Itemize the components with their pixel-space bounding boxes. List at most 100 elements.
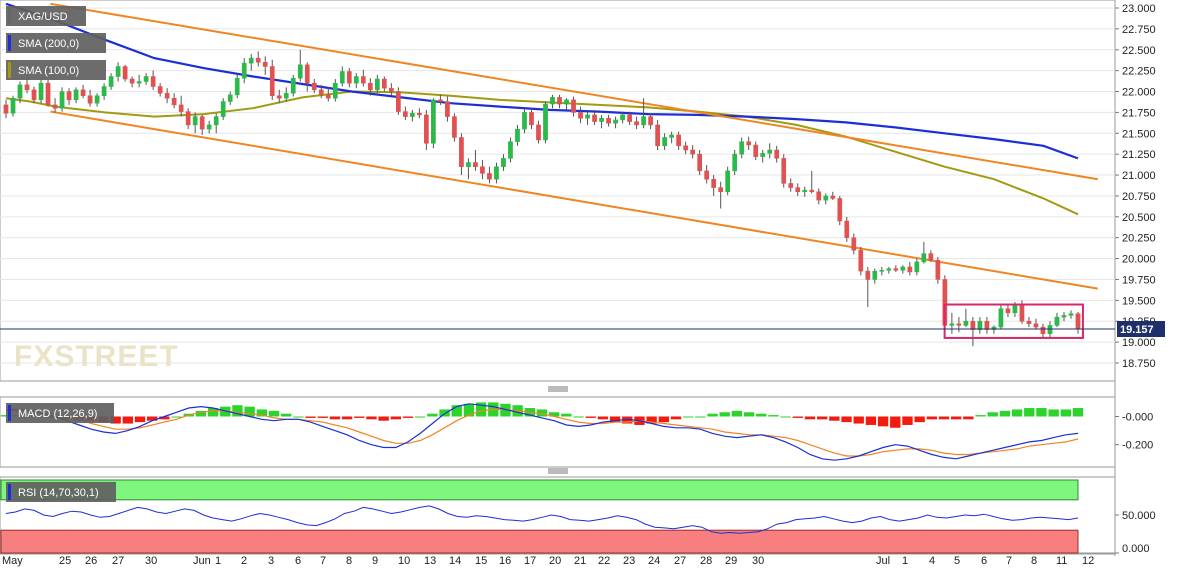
candle xyxy=(599,114,604,129)
legend-sma100-background xyxy=(6,60,106,80)
candle-body xyxy=(52,104,58,109)
macd-histogram-bar xyxy=(110,416,121,424)
date-tick-label: 26 xyxy=(85,555,97,567)
macd-histogram-bar xyxy=(756,413,767,417)
candle xyxy=(627,111,632,125)
macd-histogram-bar xyxy=(938,416,950,420)
candle xyxy=(795,183,801,196)
candle xyxy=(339,66,345,87)
candle xyxy=(192,112,198,134)
macd-histogram-bar xyxy=(646,416,657,424)
candle-body xyxy=(676,134,681,147)
candle-body xyxy=(45,82,51,106)
candle-body xyxy=(396,91,401,112)
candle-body xyxy=(1040,326,1046,335)
candle xyxy=(830,191,836,201)
candle xyxy=(424,109,429,150)
date-tick-label: 27 xyxy=(674,555,686,567)
macd-histogram-bar xyxy=(743,412,755,417)
watermark: FXSTREET xyxy=(14,340,178,373)
candle xyxy=(669,131,674,144)
macd-tick-label: -0.200 xyxy=(1122,440,1153,452)
candle xyxy=(578,106,583,124)
price-tick-label: 18.750 xyxy=(1122,358,1156,370)
candle-body xyxy=(515,128,520,142)
candle xyxy=(143,73,149,85)
candle xyxy=(396,87,401,115)
candle-body xyxy=(949,323,955,326)
macd-tick-label: -0.000 xyxy=(1122,412,1153,424)
candle xyxy=(431,98,436,149)
candle xyxy=(59,87,65,112)
candle xyxy=(704,165,710,184)
candle xyxy=(963,308,969,328)
macd-histogram-bar xyxy=(293,416,304,418)
candle xyxy=(410,109,415,122)
legend-rsi-background xyxy=(6,482,116,502)
candle-body xyxy=(1047,325,1053,335)
highlight-box xyxy=(943,303,1084,339)
candle xyxy=(178,95,184,117)
candle xyxy=(536,120,541,144)
macd-histogram-bar xyxy=(731,410,743,417)
macd-histogram-bar xyxy=(147,416,158,421)
candle-body xyxy=(403,111,408,117)
macd-histogram-bar xyxy=(402,416,414,418)
macd-histogram-bar xyxy=(134,416,146,423)
date-tick-label: 21 xyxy=(574,555,586,567)
macd-histogram-bar xyxy=(427,413,438,417)
candle-body xyxy=(164,92,170,99)
candle xyxy=(718,181,724,209)
candle xyxy=(367,78,373,96)
candle-body xyxy=(38,82,44,101)
candle-body xyxy=(921,253,927,263)
candle xyxy=(227,91,233,105)
price-panel xyxy=(0,2,1115,347)
channel-line xyxy=(50,2,1098,181)
macd-histogram-bar xyxy=(244,406,255,417)
candle xyxy=(914,258,920,276)
candle-body xyxy=(94,95,100,104)
macd-histogram-bar xyxy=(1060,409,1071,417)
candle xyxy=(760,150,766,163)
candle-body xyxy=(1075,313,1081,330)
price-tick-label: 21.000 xyxy=(1122,170,1156,182)
date-tick-label: 7 xyxy=(1006,555,1012,567)
candle xyxy=(1068,310,1074,319)
candle-body xyxy=(360,76,366,84)
date-tick-label: 6 xyxy=(295,555,301,567)
candle xyxy=(38,79,44,104)
candle-body xyxy=(732,153,738,172)
candle-body xyxy=(648,116,653,126)
candle-body xyxy=(550,97,555,105)
candle xyxy=(10,95,16,117)
candle-body xyxy=(963,320,969,326)
candle-body xyxy=(879,270,885,272)
price-tick-label: 20.000 xyxy=(1122,254,1156,266)
candle-body xyxy=(970,320,976,330)
candle xyxy=(122,64,128,82)
macd-histogram-bar xyxy=(670,416,682,420)
price-tick-label: 22.500 xyxy=(1122,45,1156,57)
date-tick-label: 25 xyxy=(59,555,71,567)
candle xyxy=(115,62,121,82)
date-tick-label: 4 xyxy=(929,555,935,567)
candle-body xyxy=(627,114,632,122)
candle xyxy=(641,98,646,129)
candle-body xyxy=(374,78,380,91)
candle-body xyxy=(424,114,429,144)
candle xyxy=(522,108,527,134)
candle-body xyxy=(753,144,759,157)
price-tick-label: 19.000 xyxy=(1122,337,1156,349)
candle xyxy=(487,166,492,184)
candle xyxy=(655,119,660,150)
date-tick-label: 24 xyxy=(648,555,660,567)
candle xyxy=(515,124,520,146)
macd-histogram-bar xyxy=(975,415,986,417)
candle-body xyxy=(431,99,436,144)
candle-body xyxy=(571,99,576,113)
candle-body xyxy=(1019,304,1025,322)
candle-body xyxy=(171,97,177,106)
macd-histogram-bar xyxy=(792,416,803,418)
